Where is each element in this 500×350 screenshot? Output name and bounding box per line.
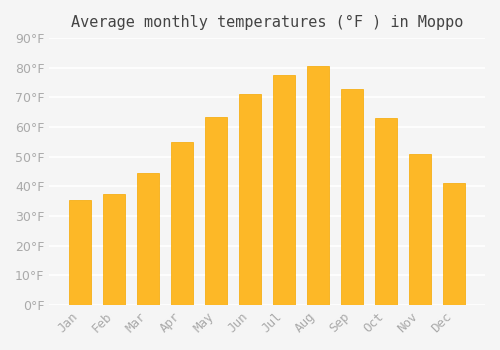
Bar — [443, 183, 465, 305]
Title: Average monthly temperatures (°F ) in Moppo: Average monthly temperatures (°F ) in Mo… — [71, 15, 464, 30]
Bar — [137, 173, 159, 305]
Bar — [409, 154, 431, 305]
Bar — [239, 94, 261, 305]
Bar — [205, 117, 227, 305]
Bar — [273, 75, 295, 305]
Bar — [171, 142, 193, 305]
Bar — [341, 89, 363, 305]
Bar — [375, 118, 397, 305]
Bar — [69, 200, 92, 305]
Bar — [103, 194, 126, 305]
Bar — [307, 66, 329, 305]
